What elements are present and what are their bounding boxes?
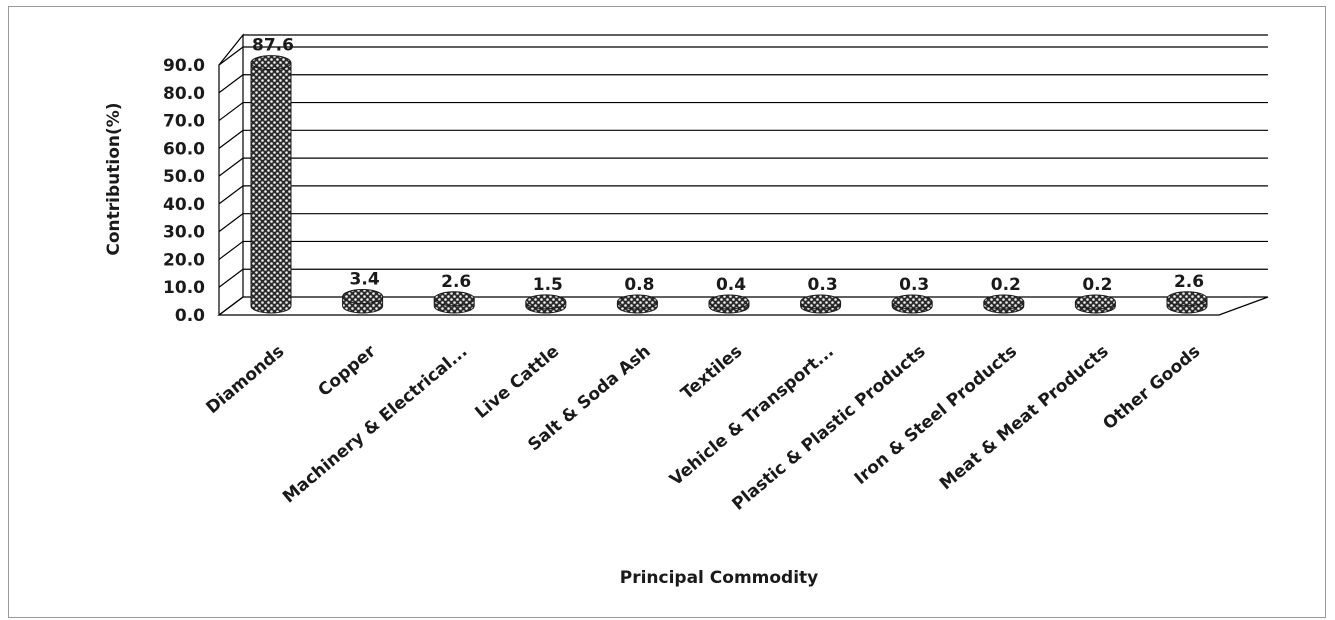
data-label: 0.2 bbox=[991, 275, 1021, 295]
x-tick-label: Vehicle & Transport... bbox=[666, 342, 838, 491]
x-tick-label: Textiles bbox=[677, 342, 746, 404]
y-tick-label: 80.0 bbox=[163, 84, 205, 104]
data-label: 2.6 bbox=[1174, 272, 1204, 292]
y-axis-title: Contribution(%) bbox=[104, 102, 124, 255]
x-tick-label: Machinery & Electrical... bbox=[279, 342, 471, 508]
data-labels: 87.6 3.4 2.6 1.5 0.8 0.4 0.3 0.3 0.2 0.2 2.6 bbox=[252, 36, 1204, 295]
side-wall bbox=[218, 33, 244, 315]
x-tick-label: Copper bbox=[315, 341, 381, 401]
y-tick-label: 90.0 bbox=[163, 56, 205, 76]
bar-chart: 87.6 3.4 2.6 1.5 0.8 0.4 0.3 0.3 0.2 0.2 2.6 0.0 10… bbox=[104, 33, 1269, 588]
bar-top bbox=[1166, 291, 1208, 307]
floor bbox=[217, 296, 1269, 316]
bar bbox=[891, 294, 933, 314]
bar-top bbox=[616, 294, 658, 310]
y-tick-label: 20.0 bbox=[163, 250, 205, 270]
bar-top bbox=[800, 294, 842, 310]
data-label: 0.8 bbox=[624, 275, 654, 295]
bar bbox=[250, 55, 292, 314]
data-label: 0.3 bbox=[899, 275, 929, 295]
y-tick-label: 50.0 bbox=[163, 167, 205, 187]
side-wall-tick bbox=[218, 213, 244, 233]
bar-top bbox=[708, 294, 750, 310]
bar-top bbox=[525, 294, 567, 310]
y-tick-label: 0.0 bbox=[175, 306, 205, 326]
x-tick-label: Diamonds bbox=[202, 342, 288, 419]
data-label: 0.2 bbox=[1082, 275, 1112, 295]
bar-top bbox=[342, 289, 384, 305]
bar bbox=[525, 294, 567, 314]
y-tick-label: 60.0 bbox=[163, 139, 205, 159]
y-tick-label: 30.0 bbox=[163, 223, 205, 243]
x-tick-label: Plastic & Plastic Products bbox=[728, 342, 929, 515]
axes bbox=[217, 33, 1269, 316]
y-tick-labels: 0.0 10.0 20.0 30.0 40.0 50.0 60.0 70.0 80.0 90.0 bbox=[163, 56, 205, 326]
data-label: 0.3 bbox=[808, 275, 838, 295]
bar bbox=[616, 294, 658, 314]
bar bbox=[1074, 294, 1116, 314]
x-tick-label: Live Cattle bbox=[471, 342, 563, 423]
bar-body bbox=[250, 62, 292, 314]
x-tick-label: Iron & Steel Products bbox=[851, 342, 1021, 489]
side-wall-tick bbox=[218, 129, 244, 149]
data-label: 2.6 bbox=[441, 272, 471, 292]
side-wall-tick bbox=[218, 240, 244, 260]
side-wall-tick bbox=[218, 157, 244, 177]
chart-frame: 87.6 3.4 2.6 1.5 0.8 0.4 0.3 0.3 0.2 0.2 2.6 0.0 10… bbox=[8, 6, 1326, 618]
data-label: 87.6 bbox=[252, 36, 294, 56]
bar-top bbox=[983, 294, 1025, 310]
bar-top bbox=[891, 294, 933, 310]
x-tick-label: Other Goods bbox=[1099, 342, 1204, 435]
bar-top bbox=[1074, 294, 1116, 310]
side-wall-tick bbox=[218, 185, 244, 205]
bar-top bbox=[250, 55, 292, 71]
x-axis-title: Principal Commodity bbox=[620, 568, 819, 588]
bar bbox=[983, 294, 1025, 314]
y-tick-label: 70.0 bbox=[163, 112, 205, 132]
data-label: 3.4 bbox=[350, 270, 380, 290]
data-label: 1.5 bbox=[533, 275, 563, 295]
y-tick-label: 10.0 bbox=[163, 278, 205, 298]
side-wall-tick bbox=[218, 102, 244, 122]
bar bbox=[708, 294, 750, 314]
x-tick-label: Meat & Meat Products bbox=[936, 342, 1113, 495]
bar bbox=[1166, 291, 1208, 314]
bar bbox=[800, 294, 842, 314]
y-tick-label: 40.0 bbox=[163, 195, 205, 215]
side-wall-tick bbox=[218, 74, 244, 94]
side-wall-tick bbox=[218, 268, 244, 288]
bar bbox=[342, 289, 384, 314]
bars bbox=[250, 55, 1208, 314]
bar bbox=[433, 291, 475, 314]
side-wall-tick bbox=[218, 46, 244, 66]
bar-top bbox=[433, 291, 475, 307]
data-label: 0.4 bbox=[716, 275, 746, 295]
gridlines bbox=[243, 34, 1268, 270]
